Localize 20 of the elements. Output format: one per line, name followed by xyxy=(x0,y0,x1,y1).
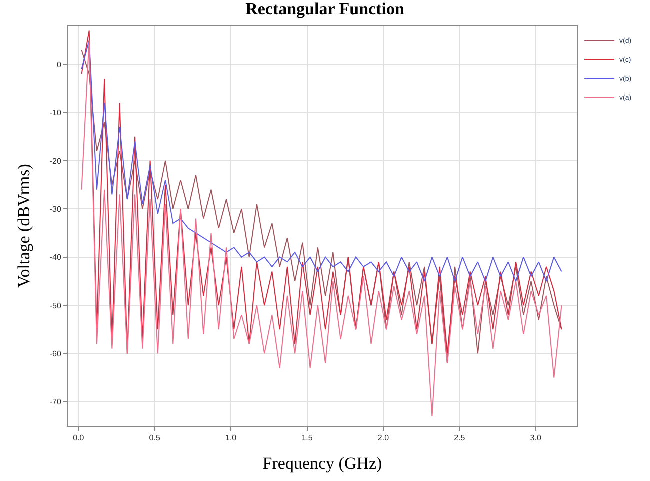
x-tick-label: 0.0 xyxy=(73,434,85,443)
y-tick-label: -30 xyxy=(50,204,62,214)
line-series xyxy=(81,40,562,282)
y-tick-label: -20 xyxy=(50,156,62,166)
y-tick-label: -50 xyxy=(50,301,62,310)
line-series xyxy=(81,40,562,417)
y-axis-title: Voltage (dBVrms) xyxy=(14,164,34,288)
y-tick-label: -40 xyxy=(50,253,62,262)
y-tick-label: -70 xyxy=(50,398,62,407)
chart-title: Rectangular Function xyxy=(246,0,405,18)
x-axis-title: Frequency (GHz) xyxy=(262,454,382,473)
x-tick-label: 0.5 xyxy=(149,434,161,443)
x-tick-label: 2.0 xyxy=(378,434,390,443)
x-tick-label: 1.0 xyxy=(225,434,238,443)
x-tick-label: 1.5 xyxy=(302,434,314,443)
y-tick-label: -10 xyxy=(50,108,62,118)
x-tick-label: 3.0 xyxy=(530,434,542,443)
x-tick-label: 2.5 xyxy=(454,434,466,443)
y-tick-label: -60 xyxy=(50,350,62,359)
y-tick-label: 0 xyxy=(56,60,62,70)
